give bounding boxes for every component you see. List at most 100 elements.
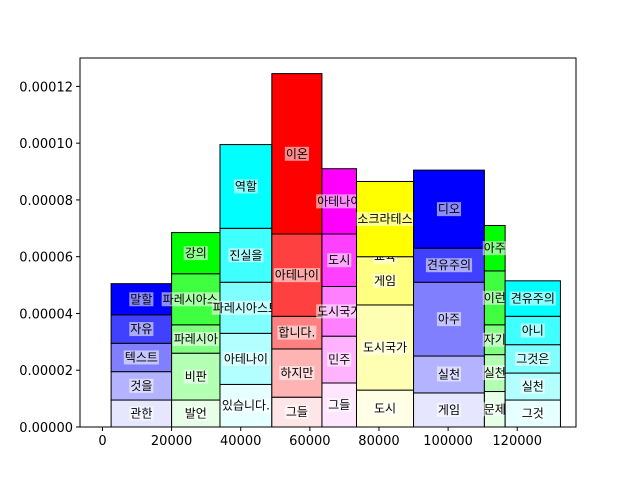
segment-label: 것을 bbox=[130, 379, 152, 393]
segment-label-background bbox=[220, 398, 271, 413]
segment-label: 도시 bbox=[374, 402, 396, 416]
segment-label-background bbox=[436, 202, 462, 217]
segment-label-background bbox=[211, 300, 281, 315]
x-tick-label: 0 bbox=[98, 434, 106, 449]
segment-label-background bbox=[233, 179, 258, 194]
x-tick-label: 20000 bbox=[151, 434, 192, 449]
segment-label: 아테나이 bbox=[224, 352, 268, 366]
segment-label-background bbox=[482, 402, 507, 417]
segment-label: 견유주의 bbox=[511, 292, 555, 306]
bar-stack: 그것 실천 그것은 아니 견유주의 bbox=[504, 280, 561, 428]
segment-label-background bbox=[436, 312, 462, 327]
segment-label-background bbox=[279, 366, 315, 381]
y-tick-label: 0.00010 bbox=[19, 137, 73, 152]
segment-label-background bbox=[277, 325, 317, 340]
segment-label-background bbox=[436, 366, 462, 382]
segment-label: 비판 bbox=[185, 370, 207, 384]
segment-label: 텍스트 bbox=[125, 350, 158, 364]
segment-label-background bbox=[327, 398, 352, 413]
segment-label: 실천 bbox=[438, 366, 460, 381]
segment-label-background bbox=[228, 248, 264, 263]
segment-label: 자유 bbox=[130, 322, 152, 336]
segment-label: 파레시아 bbox=[174, 332, 218, 346]
segment-label-background bbox=[436, 402, 462, 417]
segment-label: 그것은 bbox=[516, 352, 549, 366]
segment-label-background bbox=[129, 378, 154, 393]
segment-label-background bbox=[273, 268, 320, 283]
segment-label-background bbox=[425, 258, 473, 273]
segment-label: 실천 bbox=[484, 365, 506, 380]
segment-label: 말할 bbox=[130, 292, 152, 306]
segment-label: 관한 bbox=[130, 407, 152, 421]
y-tick-label: 0.00000 bbox=[19, 421, 73, 436]
segment-label: 디오 bbox=[438, 202, 460, 216]
segment-label: 도시 bbox=[328, 253, 350, 267]
segment-label: 게임 bbox=[438, 403, 460, 417]
segment-label-background bbox=[520, 406, 545, 421]
segment-label: 민주 bbox=[328, 353, 350, 367]
segment-label: 그것 bbox=[522, 407, 544, 421]
segment-label: 실천 bbox=[522, 379, 544, 394]
segment-label: 그들 bbox=[328, 398, 350, 412]
segment-label: 아주 bbox=[484, 241, 506, 255]
segment-label: 이런 bbox=[484, 291, 506, 305]
segment-label: 강의 bbox=[185, 246, 207, 260]
segment-label: 이온 bbox=[286, 147, 308, 161]
segment-label-background bbox=[482, 290, 507, 305]
segment-label: 진실을 bbox=[229, 248, 262, 262]
segment-label-background bbox=[123, 350, 159, 365]
segment-label-background bbox=[183, 246, 208, 261]
segment-label-background bbox=[515, 351, 551, 366]
segment-label: 파레시아스트 bbox=[213, 301, 279, 315]
segment-label-background bbox=[222, 351, 269, 366]
y-tick-label: 0.00006 bbox=[19, 251, 73, 266]
segment-label-background bbox=[520, 378, 545, 394]
segment-label: 도시국가 bbox=[317, 304, 361, 318]
segment-label: 합니다. bbox=[278, 326, 315, 340]
bar-stack: 있습니다. 아테나이 파레시아스트 진실을 역할 bbox=[211, 144, 281, 428]
segment-label: 소크라테스 bbox=[357, 212, 412, 226]
segment-label-background bbox=[129, 406, 154, 421]
segment-label-background bbox=[316, 194, 363, 209]
segment-label-background bbox=[183, 369, 208, 384]
segment-label-background bbox=[356, 212, 414, 227]
segment-label: 견유주의 bbox=[427, 258, 471, 272]
segment-label: 아테나이 bbox=[275, 268, 319, 282]
y-tick-label: 0.00002 bbox=[19, 364, 73, 379]
x-tick-label: 40000 bbox=[220, 434, 261, 449]
bar-stack: 문제 실천 자기 이런 아주 bbox=[482, 224, 507, 428]
bar-stack: 그들 하지만 합니다. 아테나이 이온 bbox=[271, 73, 323, 428]
y-tick-label: 0.00004 bbox=[19, 307, 73, 322]
x-tick-label: 100000 bbox=[423, 434, 473, 449]
axes-frame bbox=[79, 57, 577, 428]
segment-label: 문제 bbox=[484, 402, 506, 416]
segment-label-background bbox=[372, 273, 398, 288]
segment-label-background bbox=[284, 146, 309, 161]
segment-label: 있습니다. bbox=[222, 399, 270, 413]
bar-stack: 그들 민주 도시국가 도시 아테나이 bbox=[316, 168, 363, 428]
segment-label-background bbox=[327, 253, 352, 268]
segment-label-background bbox=[509, 291, 556, 306]
segment-label-background bbox=[129, 292, 154, 307]
segment-label-background bbox=[361, 340, 409, 355]
segment-label-background bbox=[482, 365, 507, 381]
segment-label: 하지만 bbox=[280, 366, 313, 380]
segment-label: 아니 bbox=[522, 323, 544, 337]
segment-label-background bbox=[183, 406, 208, 421]
segment-label: 아테나이 bbox=[317, 194, 361, 208]
segment-label-background bbox=[520, 323, 545, 338]
segment-label: 자기 bbox=[484, 333, 506, 347]
y-tick-label: 0.00008 bbox=[19, 194, 73, 209]
segment-label-background bbox=[327, 352, 352, 367]
segment-label: 아주 bbox=[438, 312, 460, 326]
segment-label: 발언 bbox=[185, 407, 207, 421]
segment-label-background bbox=[316, 304, 363, 319]
segment-label: 도시국가 bbox=[363, 341, 407, 355]
bar-stack: 게임 실천 아주 견유주의 디오 bbox=[413, 169, 485, 428]
x-tick-label: 120000 bbox=[492, 434, 542, 449]
segment-label-background bbox=[284, 405, 309, 420]
segment-label-background bbox=[172, 332, 219, 347]
x-axis: 0 20000 40000 60000 80000 100000 120000 bbox=[98, 427, 542, 449]
